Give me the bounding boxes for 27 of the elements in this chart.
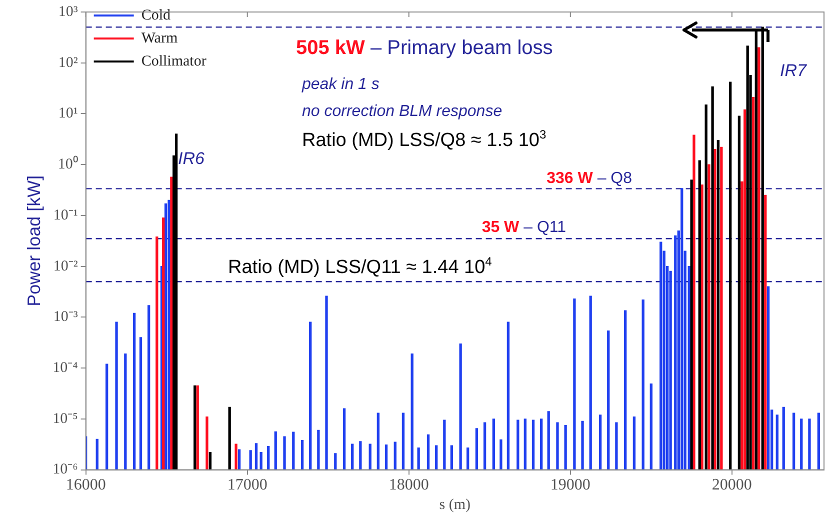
ref-line-label: 336 W – Q8 <box>546 170 632 187</box>
x-axis-title: s (m) <box>439 496 471 513</box>
y-axis-title: Power load [kW] <box>24 175 44 306</box>
y-tick-label: 10⁻² <box>53 258 78 274</box>
x-tick-label: 19000 <box>550 476 590 494</box>
y-tick-label: 10¹ <box>58 106 78 122</box>
y-tick-label: 10⁻¹ <box>53 207 78 224</box>
ref-line-label: 505 kW – Primary beam loss <box>296 37 553 59</box>
legend-label: Warm <box>141 30 178 46</box>
x-tick-label: 17000 <box>227 476 268 494</box>
legend-label: Collimator <box>141 53 206 70</box>
annotation: peak in 1 s <box>301 76 380 93</box>
y-tick-label: 10⁻⁴ <box>52 360 78 376</box>
y-tick-label: 10⁰ <box>58 156 78 173</box>
y-tick-label: 10³ <box>58 4 78 20</box>
y-tick-label: 10⁻³ <box>53 309 78 326</box>
y-tick-label: 10² <box>58 54 78 71</box>
annotation: IR6 <box>178 149 205 168</box>
annotation: IR7 <box>780 61 807 80</box>
ref-line-label: 35 W – Q11 <box>482 219 566 236</box>
x-tick-label: 20000 <box>712 476 752 494</box>
annotation: no correction BLM response <box>302 103 502 120</box>
x-tick-label: 18000 <box>388 476 429 494</box>
y-tick-label: 10⁻⁵ <box>52 410 78 427</box>
legend-label: Cold <box>141 7 171 24</box>
x-tick-label: 16000 <box>66 476 106 494</box>
y-tick-label: 10⁻⁶ <box>52 462 78 478</box>
